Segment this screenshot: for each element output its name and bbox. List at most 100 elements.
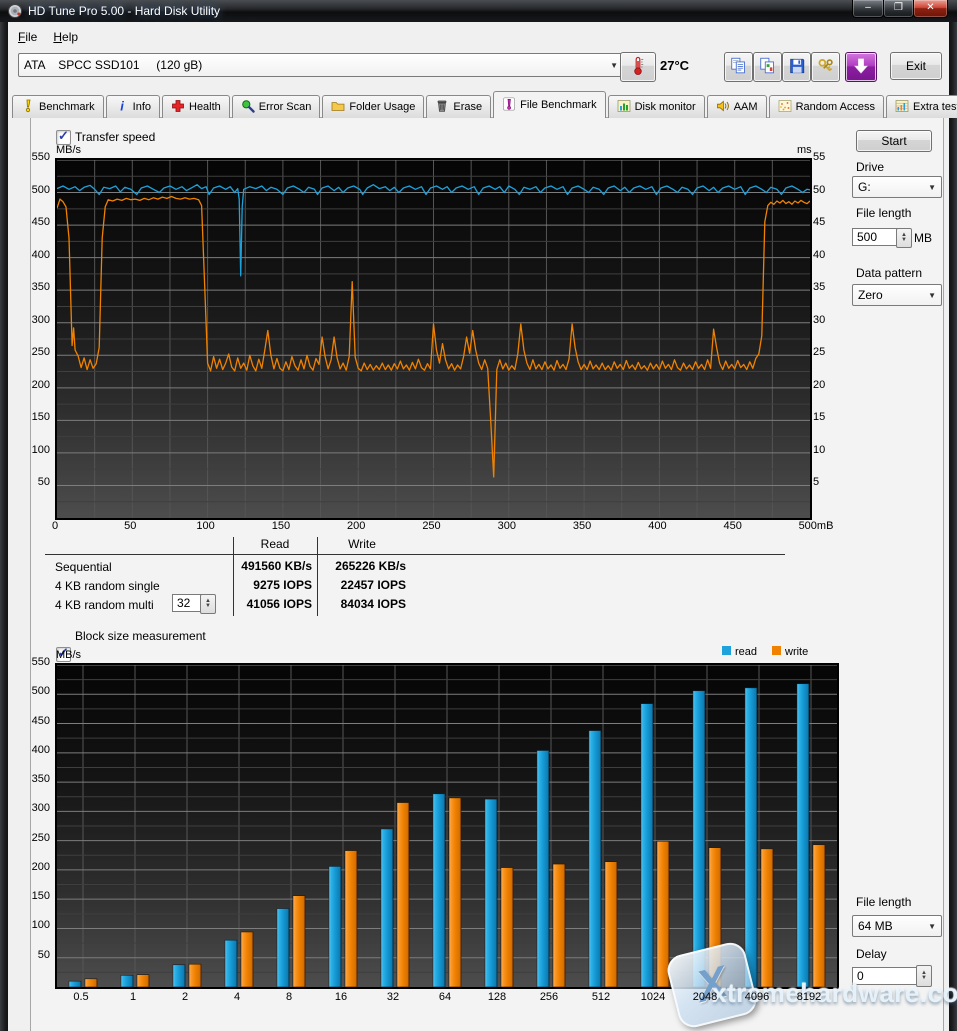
top-axis-ytick-right: 20 <box>813 378 826 391</box>
top-axis-ytick-right: 50 <box>813 183 826 196</box>
minimize-button[interactable]: – <box>852 0 884 18</box>
chevron-down-icon: ▼ <box>610 60 618 70</box>
top-axis-xtick: 350 <box>572 520 592 532</box>
tab-label: Random Access <box>795 101 876 113</box>
tab-benchmark[interactable]: Benchmark <box>12 95 104 118</box>
bottom-axis-xtick: 16 <box>334 991 348 1003</box>
tab-error-scan[interactable]: Error Scan <box>231 95 321 118</box>
top-axis-ytick-left: 550 <box>31 151 50 163</box>
window-border-right <box>949 22 957 1031</box>
tab-label: Extra tests <box>913 101 957 113</box>
top-axis-xtick: 150 <box>271 520 291 532</box>
copy-image-icon <box>758 56 778 79</box>
menu-file[interactable]: File <box>18 30 38 44</box>
row-label-random-multi: 4 KB random multi <box>55 598 154 612</box>
maximize-button[interactable]: ❐ <box>883 0 914 18</box>
bottom-axis-ytick: 100 <box>31 919 50 932</box>
tab-health[interactable]: Health <box>162 95 230 118</box>
file-length-label: File length <box>856 206 912 220</box>
tab-file-benchmark[interactable]: File Benchmark <box>493 91 606 118</box>
top-axis-ytick-right: 30 <box>813 313 826 326</box>
queue-depth-spinner[interactable]: ▲ ▼ <box>200 594 216 614</box>
aam-icon <box>716 99 730 116</box>
tab-disk-monitor[interactable]: Disk monitor <box>607 95 705 118</box>
block-size-label: Block size measurement <box>75 629 206 643</box>
file-length-input[interactable] <box>852 228 900 246</box>
file-benchmark-icon <box>502 96 516 114</box>
top-axis-xtick: 450 <box>723 520 742 532</box>
tab-extra-tests[interactable]: Extra tests <box>886 95 957 118</box>
file-length-spinner[interactable]: ▲ ▼ <box>896 228 912 248</box>
window-border-left <box>0 22 8 1031</box>
copy-text-button[interactable] <box>724 52 753 82</box>
file-length2-combo[interactable]: 64 MB ▼ <box>852 915 942 937</box>
tab-folder-usage[interactable]: Folder Usage <box>322 95 425 118</box>
top-axis-ytick-left: 50 <box>37 476 50 489</box>
erase-icon <box>435 99 449 116</box>
queue-depth-input[interactable]: 32 <box>172 594 204 612</box>
options-button[interactable] <box>811 52 840 82</box>
tab-label: Disk monitor <box>634 101 696 113</box>
transfer-speed-checkbox[interactable]: ✓ <box>56 128 71 145</box>
save-button[interactable] <box>782 52 811 82</box>
sequential-read-value: 491560 KB/s <box>241 559 312 573</box>
delay-spinner[interactable]: ▲ ▼ <box>916 965 932 987</box>
top-chart-yunit-right: ms <box>797 144 812 156</box>
delay-input[interactable] <box>852 967 920 985</box>
error-scan-icon <box>241 99 255 116</box>
bottom-axis-xtick: 0.5 <box>73 991 89 1003</box>
top-axis-xtick: 100 <box>196 520 215 532</box>
tab-label: Health <box>189 101 221 113</box>
start-button[interactable]: Start <box>856 130 932 152</box>
random-access-icon <box>778 99 792 116</box>
table-vrule-1 <box>233 537 234 616</box>
top-axis-ytick-left: 350 <box>31 281 50 294</box>
tab-random-access[interactable]: Random Access <box>768 95 885 118</box>
tab-info[interactable]: i Info <box>105 95 160 118</box>
exit-button[interactable]: Exit <box>890 52 942 80</box>
bottom-axis-ytick: 550 <box>31 656 50 668</box>
tab-label: Info <box>132 101 151 113</box>
bottom-axis-xtick: 512 <box>591 991 611 1003</box>
tab-label: Erase <box>453 101 483 113</box>
table-vrule-2 <box>317 537 318 616</box>
bottom-axis-xtick: 128 <box>487 991 507 1003</box>
col-header-read: Read <box>260 537 290 551</box>
bottom-chart-yunit: MB/s <box>56 649 82 661</box>
block-size-checkbox[interactable]: ✓ <box>56 645 71 662</box>
top-axis-xtick: 500mB <box>798 520 834 532</box>
top-chart-yunit-left: MB/s <box>56 144 82 156</box>
top-axis-ytick-left: 100 <box>31 443 50 456</box>
tab-bar: Benchmark i Info Health Error Scan Folder Usa… <box>12 91 957 118</box>
bottom-axis-xtick: 2048 <box>692 991 718 1003</box>
bottom-axis-ytick: 500 <box>31 685 50 698</box>
top-axis-ytick-left: 400 <box>31 248 50 261</box>
close-button[interactable]: ✕ <box>913 0 948 18</box>
bottom-axis-ytick: 300 <box>31 802 50 815</box>
top-axis-ytick-right: 5 <box>813 476 820 489</box>
drive-combo[interactable]: G: ▼ <box>852 176 942 198</box>
update-button[interactable] <box>845 52 877 82</box>
legend-write: write <box>772 646 808 658</box>
tab-erase[interactable]: Erase <box>426 95 492 118</box>
svg-text:i: i <box>120 99 124 113</box>
top-axis-ytick-right: 10 <box>813 443 826 456</box>
file-length2-label: File length <box>856 895 912 909</box>
drive-select-combo[interactable]: ATA SPCC SSD101 (120 gB) ▼ <box>18 53 624 77</box>
tab-label: Benchmark <box>39 101 95 113</box>
bottom-axis-xtick: 4 <box>233 991 241 1003</box>
title-bar[interactable]: HD Tune Pro 5.00 - Hard Disk Utility – ❐… <box>0 0 957 22</box>
tab-label: Error Scan <box>258 101 312 113</box>
top-axis-ytick-left: 200 <box>31 378 50 391</box>
copy-image-button[interactable] <box>753 52 782 82</box>
top-axis-xtick: 50 <box>124 520 137 532</box>
delay-label: Delay <box>856 947 887 961</box>
read-swatch <box>722 646 731 655</box>
data-pattern-combo[interactable]: Zero ▼ <box>852 284 942 306</box>
menu-help[interactable]: Help <box>53 30 79 44</box>
temperature-button[interactable] <box>620 52 656 82</box>
tab-aam[interactable]: AAM <box>706 95 767 118</box>
temperature-value: 27°C <box>660 58 690 73</box>
chevron-down-icon: ▼ <box>928 182 936 192</box>
